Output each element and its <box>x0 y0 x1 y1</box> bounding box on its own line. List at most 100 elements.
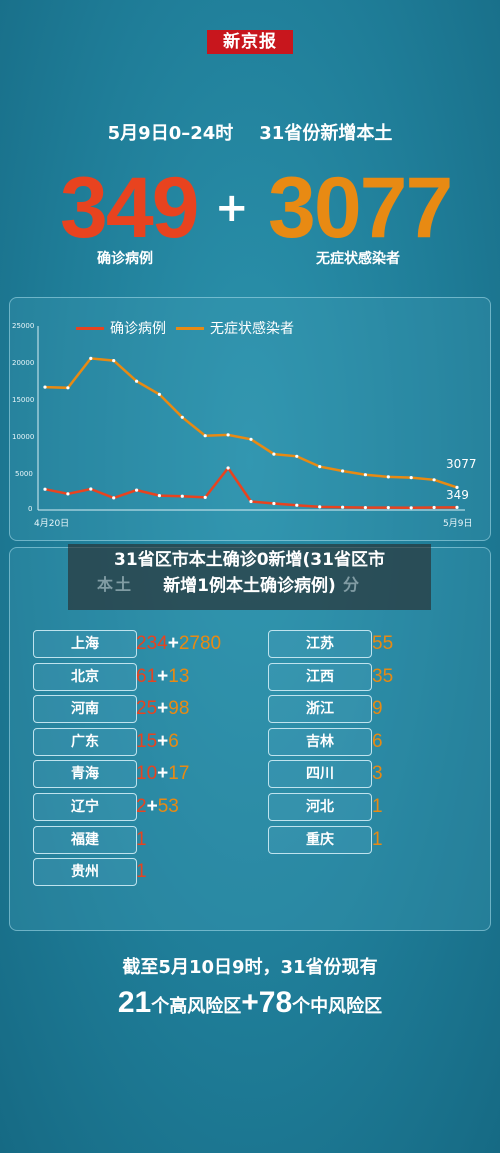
province-counts: 10+17 <box>136 761 189 787</box>
province-counts: 2+53 <box>136 794 179 820</box>
province-name: 辽宁 <box>33 793 137 821</box>
y-tick: 0 <box>28 505 33 513</box>
asymptomatic-count: 53 <box>157 796 179 817</box>
end-label-confirmed: 349 <box>446 488 469 502</box>
confirmed-count: 234 <box>136 633 168 654</box>
data-point <box>432 505 436 510</box>
brand-logo: 新京报 <box>207 30 293 54</box>
mid-risk-count: 78 <box>258 986 293 1019</box>
data-point <box>249 437 253 441</box>
data-point <box>341 469 345 473</box>
overlay-line-1: 31省区市本土确诊0新增(31省区市 <box>114 550 385 570</box>
data-point <box>43 385 47 389</box>
asymptomatic-count: 2780 <box>178 633 222 654</box>
asymptomatic-count: 9 <box>372 698 383 720</box>
confirmed-count: 1 <box>136 828 147 850</box>
data-point <box>432 478 436 482</box>
end-label-asymptomatic: 3077 <box>446 457 477 471</box>
data-point <box>272 452 276 456</box>
data-point <box>386 506 390 510</box>
province-name: 上海 <box>33 630 137 658</box>
legend-confirmed-swatch <box>76 327 104 330</box>
overlay-line-2: 新增1例本土确诊病例) <box>163 576 336 596</box>
line-chart <box>37 326 465 511</box>
data-point <box>180 415 184 419</box>
province-name: 江西 <box>268 662 372 691</box>
plus-sign: + <box>157 730 169 752</box>
confirmed-count: 15 <box>136 730 158 752</box>
asymptomatic-label: 无症状感染者 <box>316 251 400 267</box>
data-point <box>89 487 93 491</box>
province-counts: 9 <box>372 696 383 722</box>
data-point <box>226 466 230 470</box>
data-point <box>363 473 367 477</box>
province-name: 北京 <box>33 662 137 691</box>
province-counts: 1 <box>372 794 383 820</box>
data-point <box>363 506 367 510</box>
data-point <box>66 492 70 496</box>
overlay-ghost-text: 本土分 <box>97 575 362 594</box>
confirmed-count: 25 <box>136 698 158 720</box>
province-name: 贵州 <box>33 858 137 887</box>
asymptomatic-count: 17 <box>168 763 190 785</box>
province-counts: 234+2780 <box>136 631 221 657</box>
asymptomatic-count: 55 <box>372 633 394 654</box>
x-end-label: 5月9日 <box>443 519 473 529</box>
footer-line-2: 21个高风险区+78个中风险区 <box>0 986 500 1020</box>
footer-line-1: 截至5月10日9时，31省份现有 <box>122 957 378 978</box>
asymptomatic-total: 3077 <box>268 160 453 256</box>
overlay-band <box>68 544 431 610</box>
plus-sign: + <box>215 185 249 231</box>
data-point <box>203 434 207 438</box>
province-counts: 55 <box>372 631 393 657</box>
data-point <box>455 505 459 509</box>
plus-sign: + <box>157 665 169 687</box>
data-point <box>455 485 459 489</box>
province-name: 浙江 <box>268 695 372 724</box>
confirmed-label: 确诊病例 <box>97 251 153 267</box>
data-point <box>89 356 93 360</box>
asymptomatic-count: 1 <box>372 796 383 817</box>
province-name: 吉林 <box>268 727 372 756</box>
data-point <box>203 495 207 499</box>
y-tick: 20000 <box>12 359 35 367</box>
overlay-caption: 31省区市本土确诊0新增(31省区市 新增1例本土确诊病例) <box>68 547 431 599</box>
data-point <box>409 506 413 510</box>
date-heading: 5月9日0–24时 31省份新增本土 <box>0 119 500 145</box>
y-tick: 5000 <box>15 470 33 478</box>
high-risk-count: 21 <box>117 986 152 1019</box>
confirmed-count: 10 <box>136 763 158 785</box>
province-name: 江苏 <box>268 630 372 658</box>
y-tick: 10000 <box>12 433 35 441</box>
province-counts: 35 <box>372 664 393 690</box>
data-point <box>157 494 161 498</box>
province-counts: 61+13 <box>136 664 189 690</box>
data-point <box>135 488 139 492</box>
data-point <box>249 499 253 504</box>
plus-sign: + <box>146 796 158 817</box>
province-panel <box>9 547 491 931</box>
province-name: 四川 <box>268 760 372 789</box>
data-point <box>295 454 299 458</box>
data-point <box>409 476 413 480</box>
data-point <box>112 496 116 500</box>
data-point <box>66 386 70 390</box>
series-line <box>44 357 458 489</box>
data-point <box>226 433 230 437</box>
y-tick: 25000 <box>12 322 35 330</box>
asymptomatic-count: 6 <box>168 730 179 752</box>
plus-sign: + <box>167 633 179 654</box>
legend-asymptomatic-label: 无症状感染者 <box>210 321 294 337</box>
province-counts: 3 <box>372 761 383 787</box>
legend-confirmed-label: 确诊病例 <box>110 321 166 337</box>
data-point <box>272 501 276 506</box>
data-point <box>318 465 322 469</box>
data-point <box>386 475 390 479</box>
chart-panel <box>9 297 491 541</box>
data-point <box>318 505 322 509</box>
y-tick: 15000 <box>12 396 35 404</box>
confirmed-total: 349 <box>60 160 199 256</box>
asymptomatic-count: 98 <box>168 698 190 720</box>
scope-label: 31省份新增本土 <box>259 123 393 144</box>
asymptomatic-count: 13 <box>168 665 190 687</box>
